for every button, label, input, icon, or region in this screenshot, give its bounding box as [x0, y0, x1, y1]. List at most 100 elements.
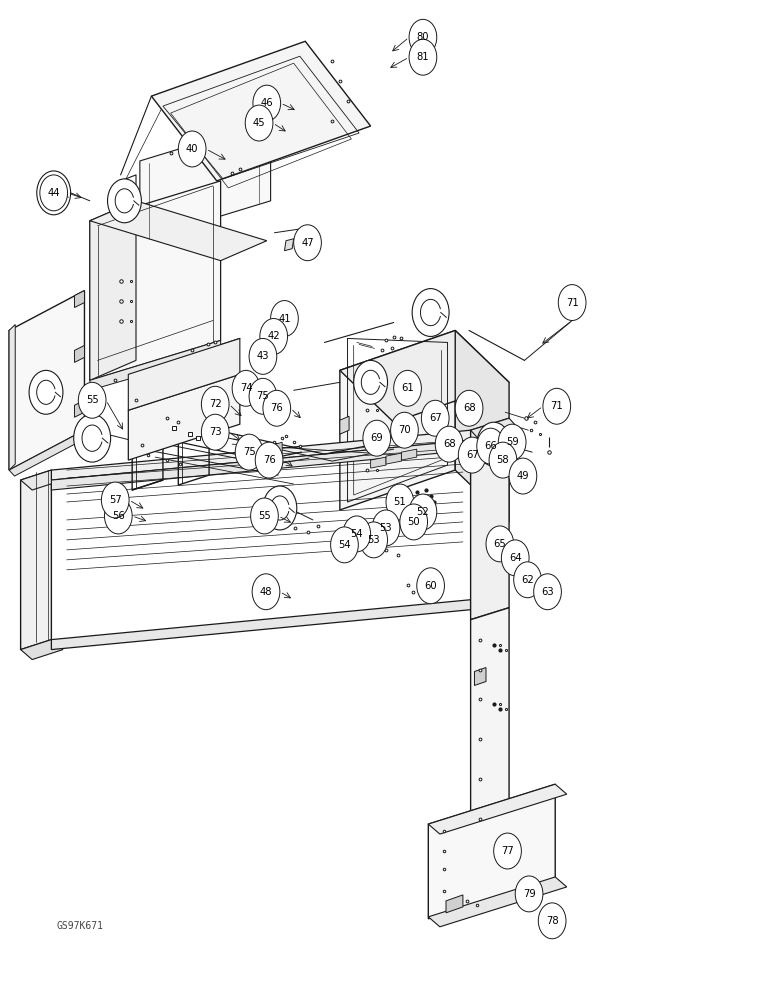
Polygon shape	[446, 895, 463, 913]
Circle shape	[386, 484, 414, 520]
Text: 54: 54	[350, 529, 363, 539]
Polygon shape	[401, 449, 417, 460]
Polygon shape	[74, 291, 84, 308]
Text: 73: 73	[209, 427, 222, 437]
Text: 77: 77	[501, 846, 514, 856]
Text: 70: 70	[398, 425, 411, 435]
Polygon shape	[128, 338, 240, 410]
Text: 75: 75	[242, 447, 256, 457]
Text: 57: 57	[109, 495, 122, 505]
Circle shape	[178, 131, 206, 167]
Circle shape	[201, 414, 229, 450]
Polygon shape	[471, 418, 524, 447]
Text: 68: 68	[462, 403, 476, 413]
Circle shape	[354, 360, 388, 404]
Text: 65: 65	[493, 539, 506, 549]
Polygon shape	[340, 330, 509, 422]
Circle shape	[73, 414, 110, 462]
Circle shape	[29, 370, 63, 414]
Text: 58: 58	[496, 455, 510, 465]
Text: 55: 55	[86, 395, 99, 405]
Polygon shape	[151, 41, 371, 181]
Circle shape	[400, 504, 428, 540]
Polygon shape	[471, 418, 509, 620]
Polygon shape	[90, 340, 221, 390]
Text: 72: 72	[209, 399, 222, 409]
Circle shape	[245, 105, 273, 141]
Circle shape	[498, 424, 526, 460]
Polygon shape	[284, 239, 293, 251]
Text: 71: 71	[566, 298, 578, 308]
Circle shape	[256, 442, 283, 478]
Circle shape	[360, 522, 388, 558]
Text: 54: 54	[338, 540, 350, 550]
Circle shape	[435, 426, 463, 462]
Polygon shape	[428, 784, 555, 919]
Circle shape	[263, 486, 296, 530]
Text: 68: 68	[443, 439, 455, 449]
Circle shape	[201, 386, 229, 422]
Circle shape	[252, 574, 279, 610]
Text: 60: 60	[425, 581, 437, 591]
Text: 62: 62	[521, 575, 534, 585]
Polygon shape	[340, 330, 455, 510]
Text: 81: 81	[417, 52, 429, 62]
Circle shape	[263, 390, 290, 426]
Polygon shape	[74, 345, 84, 362]
Circle shape	[409, 494, 437, 530]
Polygon shape	[140, 121, 271, 241]
Circle shape	[417, 568, 445, 604]
Polygon shape	[9, 430, 90, 476]
Polygon shape	[90, 181, 221, 380]
Circle shape	[394, 370, 422, 406]
Text: 69: 69	[371, 433, 383, 443]
Text: 41: 41	[278, 314, 291, 324]
Polygon shape	[471, 825, 509, 849]
Text: 52: 52	[417, 507, 429, 517]
Polygon shape	[428, 784, 567, 834]
Circle shape	[78, 382, 106, 418]
Circle shape	[330, 527, 358, 563]
Polygon shape	[471, 832, 524, 853]
Circle shape	[489, 442, 516, 478]
Circle shape	[260, 319, 287, 354]
Circle shape	[409, 19, 437, 55]
Text: 51: 51	[394, 497, 406, 507]
Text: 80: 80	[417, 32, 429, 42]
Text: 78: 78	[546, 916, 558, 926]
Text: 59: 59	[506, 437, 519, 447]
Circle shape	[235, 434, 263, 470]
Text: 45: 45	[252, 118, 266, 128]
Circle shape	[40, 175, 67, 211]
Circle shape	[249, 378, 277, 414]
Polygon shape	[52, 600, 471, 650]
Circle shape	[543, 388, 571, 424]
Text: 55: 55	[258, 511, 271, 521]
Text: 40: 40	[186, 144, 198, 154]
Text: 48: 48	[259, 587, 273, 597]
Polygon shape	[21, 470, 52, 650]
Circle shape	[271, 301, 298, 336]
Text: 50: 50	[408, 517, 420, 527]
Polygon shape	[386, 453, 401, 464]
Circle shape	[37, 171, 70, 215]
Text: 49: 49	[516, 471, 530, 481]
Circle shape	[251, 498, 279, 534]
Text: 66: 66	[484, 441, 497, 451]
Polygon shape	[52, 440, 471, 490]
Circle shape	[363, 420, 391, 456]
Polygon shape	[263, 442, 282, 460]
Circle shape	[101, 482, 129, 518]
Circle shape	[533, 574, 561, 610]
Polygon shape	[471, 608, 509, 849]
Text: 64: 64	[509, 553, 522, 563]
Text: 74: 74	[239, 383, 252, 393]
Circle shape	[513, 562, 541, 598]
Circle shape	[412, 289, 449, 336]
Text: 63: 63	[541, 587, 554, 597]
Circle shape	[253, 85, 280, 121]
Circle shape	[107, 179, 141, 223]
Polygon shape	[475, 668, 486, 685]
Circle shape	[477, 428, 504, 464]
Circle shape	[455, 390, 483, 426]
